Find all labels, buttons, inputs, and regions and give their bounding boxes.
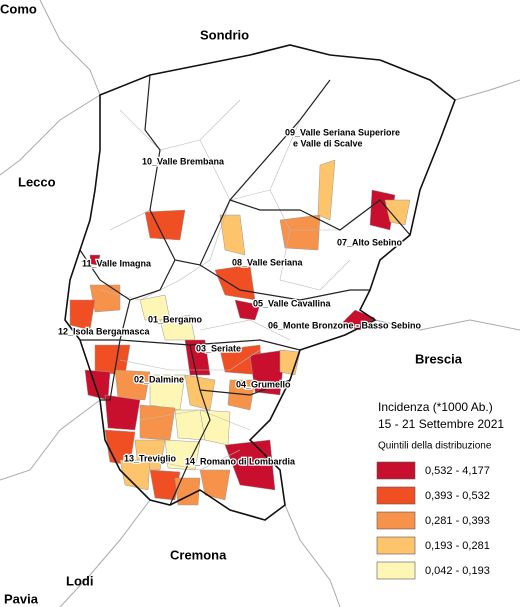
neighbor-label: Lodi [66, 573, 93, 588]
municipality [219, 214, 246, 256]
neighbor-label: Como [0, 1, 37, 16]
neighbor-label: Brescia [415, 351, 463, 366]
district-label: 03_Seriate [196, 343, 241, 353]
municipality [234, 299, 261, 321]
legend-swatch [376, 536, 416, 555]
district-label: 12_Isola Bergamasca [58, 326, 151, 336]
labels: Como Sondrio Lecco Brescia Cremona Lodi Pavia 1… [0, 1, 463, 606]
district-label: 02_Dalmine [134, 374, 184, 384]
legend-subtitle: 15 - 21 Settembre 2021 [378, 417, 504, 431]
municipality [184, 374, 216, 411]
legend-swatch [376, 486, 416, 505]
legend-label: 0,532 - 4,177 [425, 465, 490, 477]
legend-label: 0,393 - 0,532 [425, 490, 490, 502]
district-label: 14_Romano di Lombardia [185, 456, 296, 466]
neighbor-label: Cremona [170, 547, 227, 562]
municipality [384, 199, 411, 226]
district-label: e Valle di Scalve [293, 138, 363, 148]
neighbor-label: Pavia [4, 591, 39, 606]
municipality [89, 254, 101, 266]
legend-label: 0,281 - 0,393 [425, 515, 490, 527]
municipality [214, 264, 256, 301]
legend-title: Incidenza (*1000 Ab.) [378, 400, 493, 414]
municipality [149, 469, 181, 501]
district-label: 13_Treviglio [124, 453, 177, 463]
municipality [164, 439, 201, 471]
district-borders [79, 74, 411, 506]
district-label: 04_Grumello [236, 379, 291, 389]
district-label: 10_Valle Brembana [142, 156, 225, 166]
municipality [114, 369, 151, 401]
district-label: 07_Alto Sebino [337, 237, 403, 247]
municipality [144, 209, 186, 241]
municipality [89, 284, 121, 313]
legend-caption: Quintili della distribuzione [378, 441, 492, 452]
district-label: 11_Valle Imagna [82, 258, 152, 268]
municipality [227, 379, 256, 411]
municipality [279, 214, 321, 251]
municipality [174, 477, 201, 506]
legend-swatch [376, 461, 416, 480]
district-label: 08_Valle Seriana [232, 257, 304, 267]
district-label: 06_Monte Bronzone - Basso Sebino [268, 320, 422, 330]
district-label: 05_Valle Cavallina [253, 298, 332, 308]
district-label: 09_Valle Seriana Superiore [285, 127, 400, 137]
legend-swatch [376, 511, 416, 530]
municipality [119, 459, 151, 491]
neighbor-label: Sondrio [200, 27, 249, 42]
municipality [104, 394, 141, 431]
municipality [139, 404, 176, 441]
municipality [279, 349, 301, 376]
neighbor-label: Lecco [18, 174, 56, 189]
legend-swatch [376, 561, 416, 580]
legend-label: 0,042 - 0,193 [425, 565, 490, 577]
municipality [249, 349, 286, 396]
municipality [317, 159, 336, 221]
municipality [199, 469, 231, 501]
district-label: 01_Bergamo [148, 314, 203, 324]
legend-label: 0,193 - 0,281 [425, 540, 490, 552]
legend: Incidenza (*1000 Ab.) 15 - 21 Settembre … [376, 400, 504, 580]
municipality [69, 299, 96, 331]
province-outline [64, 44, 456, 521]
